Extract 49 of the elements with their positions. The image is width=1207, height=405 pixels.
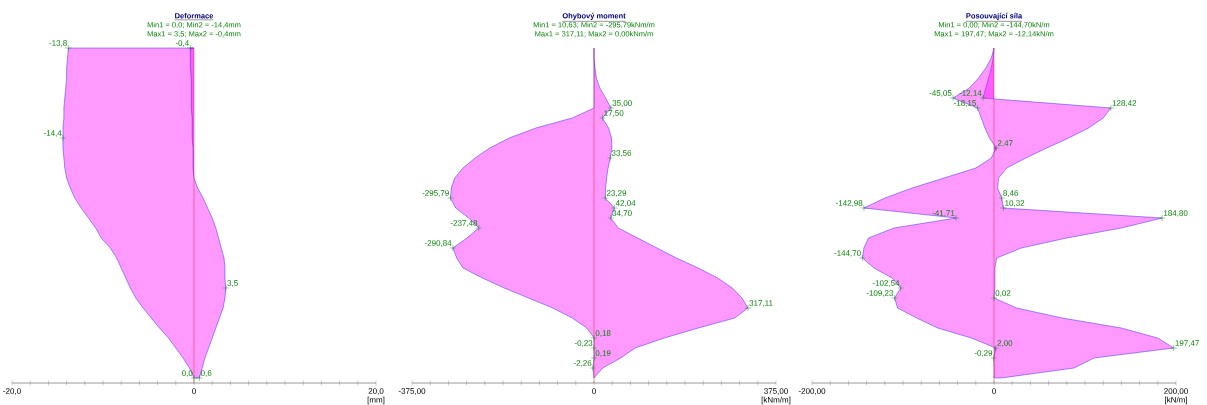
- x-tick-label: -375,00: [398, 388, 426, 395]
- data-label: 2,00: [997, 340, 1013, 347]
- data-label: 0,19: [595, 350, 611, 357]
- data-label: -0,29: [974, 350, 993, 357]
- data-label: -102,54: [872, 280, 900, 287]
- x-tick-label: 0: [192, 388, 196, 394]
- data-label: 3,5: [227, 280, 238, 287]
- x-axis-title: [kNm/m]: [761, 396, 791, 405]
- x-tick-label: 20,0: [368, 388, 384, 395]
- data-label: 128,42: [1112, 100, 1137, 107]
- data-label: 10,32: [1005, 200, 1025, 207]
- data-label: -45,05: [929, 90, 952, 97]
- data-label: -2,26: [573, 360, 592, 367]
- data-label: -144,70: [834, 250, 861, 257]
- x-tick-label: 200,00: [1164, 388, 1188, 395]
- data-label: -142,98: [835, 200, 863, 207]
- data-label: 0,02: [995, 290, 1011, 297]
- data-label: 34,70: [612, 210, 632, 217]
- data-label: 197,47: [1175, 340, 1199, 347]
- data-label: -0,23: [574, 340, 593, 347]
- data-label: 0,18: [595, 330, 611, 337]
- x-tick-label: -20,0: [3, 388, 21, 395]
- data-label: 317,11: [749, 300, 773, 307]
- data-label: -237,48: [450, 220, 478, 227]
- data-label: 35,00: [612, 100, 632, 107]
- data-label: -12,14: [959, 90, 982, 97]
- x-tick-label: 0: [992, 388, 996, 394]
- data-label: 8,46: [1003, 190, 1019, 197]
- data-label: -18,15: [953, 100, 976, 107]
- data-label: -295,79: [422, 190, 449, 197]
- data-label: 42,04: [615, 200, 636, 207]
- data-label: -109,23: [866, 290, 894, 297]
- x-axis-title: [mm]: [367, 396, 385, 405]
- data-label: 2,47: [997, 140, 1013, 147]
- data-label: -290,84: [424, 240, 452, 247]
- x-tick-label: 0: [592, 388, 596, 394]
- data-label: 17,50: [604, 110, 624, 117]
- data-label: 23,29: [606, 190, 627, 197]
- data-label: -13,8: [49, 40, 67, 47]
- x-axis-title: [kN/m]: [1165, 396, 1187, 405]
- data-label: -14,4: [43, 130, 62, 137]
- data-label: 33,56: [611, 150, 632, 157]
- data-label: 0,6: [200, 370, 212, 377]
- data-label: -41,71: [932, 210, 955, 217]
- x-tick-label: 375,00: [764, 388, 788, 395]
- data-label: 0,0: [181, 370, 193, 377]
- data-label: 184,80: [1163, 210, 1188, 217]
- data-label: -0,4: [175, 40, 189, 47]
- x-tick-label: -200,00: [798, 388, 826, 395]
